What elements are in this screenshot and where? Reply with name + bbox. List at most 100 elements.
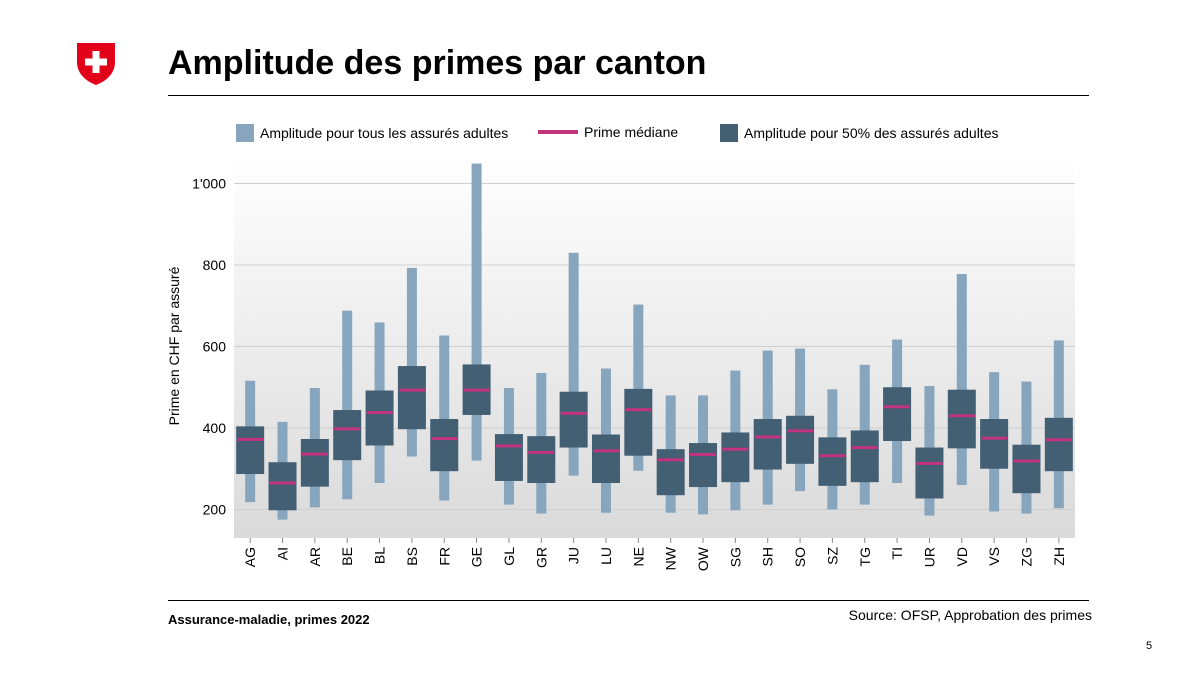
median-mark: [851, 446, 878, 450]
iqr-box: [527, 436, 556, 483]
median-mark: [754, 435, 781, 439]
canton-group-nw: [656, 395, 685, 513]
canton-group-sz: [818, 389, 847, 510]
x-tick-label: SZ: [824, 547, 840, 565]
canton-group-gl: [494, 388, 523, 505]
legend-item-full-range: Amplitude pour tous les assurés adultes: [236, 124, 508, 142]
x-tick-label: SH: [760, 547, 776, 566]
x-tick-label: ZH: [1051, 547, 1067, 566]
iqr-box: [850, 430, 879, 483]
median-mark: [237, 437, 264, 441]
canton-group-ti: [883, 339, 912, 483]
median-mark: [431, 437, 458, 441]
full-range-bar: [439, 335, 450, 501]
x-tick-label: GR: [533, 547, 549, 568]
x-tick-label: GL: [501, 547, 517, 566]
median-mark: [625, 408, 652, 412]
page-title: Amplitude des primes par canton: [168, 44, 707, 82]
iqr-box: [365, 390, 394, 446]
median-mark: [884, 405, 911, 409]
median-mark: [1045, 438, 1072, 442]
footer-divider: [168, 600, 1089, 601]
x-tick-label: SO: [792, 547, 808, 567]
iqr-box: [397, 366, 426, 430]
full-range-bar: [406, 267, 417, 457]
canton-group-lu: [591, 368, 620, 513]
x-tick-label: BL: [372, 547, 388, 564]
canton-group-ur: [915, 386, 944, 516]
iqr-box: [430, 419, 459, 472]
iqr-box: [268, 462, 297, 511]
x-tick-label: LU: [598, 547, 614, 565]
iqr-box: [559, 391, 588, 448]
canton-group-fr: [430, 335, 459, 501]
median-mark: [592, 449, 619, 453]
x-tick-label: OW: [695, 546, 711, 571]
iqr-box: [915, 447, 944, 499]
median-mark: [916, 461, 943, 465]
legend-label-median: Prime médiane: [584, 124, 679, 140]
canton-group-tg: [850, 364, 879, 505]
title-divider: [168, 95, 1089, 96]
x-tick-label: BS: [404, 547, 420, 566]
median-mark: [560, 411, 587, 415]
full-range-bar: [342, 310, 353, 500]
x-axis-ticks: AG AI AR BE BL BS FR GE GL GR JU LU NE NW OW SG SH SO SZ TG…: [242, 538, 1067, 571]
iqr-box: [721, 432, 750, 483]
footer-source: Source: OFSP, Approbation des primes: [848, 607, 1092, 623]
median-mark: [819, 454, 846, 458]
boxplot-chart: 200 400 600 800 1'000 AG AI AR BE BL BS FR GE GL GR JU…: [166, 155, 1075, 571]
full-range-bar: [956, 273, 967, 486]
x-tick-label: AR: [307, 547, 323, 566]
iqr-box: [236, 426, 265, 475]
legend-swatch-median: [538, 130, 578, 134]
median-mark: [657, 458, 684, 462]
iqr-box: [786, 415, 815, 464]
x-tick-label: FR: [436, 547, 452, 566]
median-mark: [398, 388, 425, 392]
iqr-box: [689, 443, 718, 488]
iqr-box: [1012, 444, 1041, 494]
x-tick-label: AG: [242, 547, 258, 567]
iqr-box: [333, 410, 362, 461]
median-mark: [981, 436, 1008, 440]
iqr-box: [494, 434, 523, 481]
iqr-box: [753, 419, 782, 470]
x-tick-label: AI: [275, 547, 291, 560]
swiss-cross-icon: [76, 42, 116, 86]
canton-group-ne: [624, 304, 653, 471]
canton-group-gr: [527, 372, 556, 514]
canton-group-vd: [947, 273, 976, 486]
x-tick-label: BE: [339, 547, 355, 566]
canton-group-ow: [689, 395, 718, 515]
legend-swatch-full-range: [236, 124, 254, 142]
canton-group-ge: [462, 163, 491, 461]
y-axis-label: Prime en CHF par assuré: [166, 266, 182, 425]
x-tick-label: JU: [566, 547, 582, 564]
canton-group-sg: [721, 370, 750, 511]
canton-group-be: [333, 310, 362, 500]
canton-group-ai: [268, 421, 297, 520]
legend-label-full-range: Amplitude pour tous les assurés adultes: [260, 125, 509, 141]
x-tick-label: ZG: [1018, 547, 1034, 566]
canton-group-so: [786, 348, 815, 492]
median-mark: [334, 427, 361, 431]
x-tick-label: NE: [630, 547, 646, 566]
page-number: 5: [1146, 640, 1153, 652]
x-tick-label: TG: [857, 547, 873, 566]
canton-group-bs: [397, 267, 426, 457]
y-tick-label: 600: [203, 339, 227, 355]
iqr-box: [1044, 417, 1073, 472]
iqr-box: [656, 449, 685, 496]
iqr-box: [818, 437, 847, 486]
x-tick-label: UR: [921, 547, 937, 567]
canton-group-ju: [559, 252, 588, 476]
iqr-box: [624, 388, 653, 456]
canton-group-sh: [753, 350, 782, 505]
y-tick-label: 400: [203, 420, 227, 436]
iqr-box: [980, 419, 1009, 469]
legend-label-iqr: Amplitude pour 50% des assurés adultes: [744, 125, 999, 141]
iqr-box: [947, 389, 976, 449]
median-mark: [528, 450, 555, 454]
y-tick-label: 1'000: [192, 176, 226, 192]
